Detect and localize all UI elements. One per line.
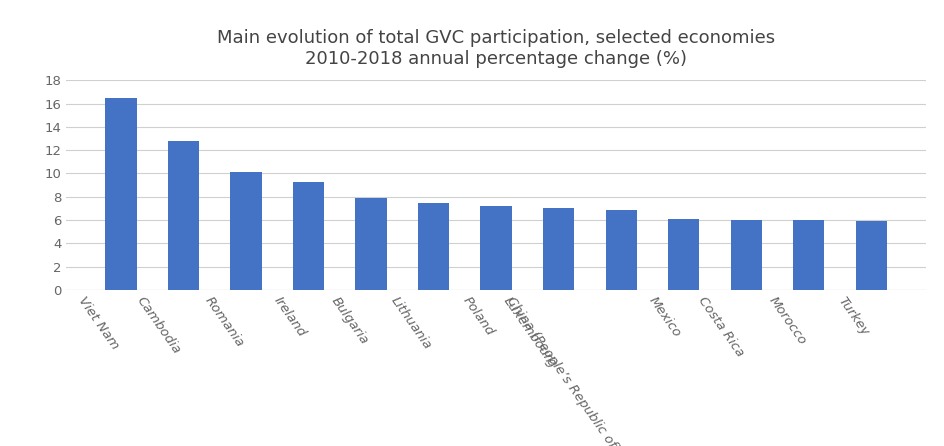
Bar	[605, 210, 636, 290]
Bar	[792, 220, 823, 290]
Title: Main evolution of total GVC participation, selected economies
2010-2018 annual p: Main evolution of total GVC participatio…	[217, 29, 774, 68]
Bar	[730, 220, 761, 290]
Bar	[230, 172, 261, 290]
Bar	[543, 208, 574, 290]
Bar	[667, 219, 699, 290]
Bar	[480, 206, 512, 290]
Bar	[168, 141, 199, 290]
Bar	[293, 182, 324, 290]
Bar	[355, 198, 386, 290]
Bar	[417, 202, 448, 290]
Bar	[105, 98, 136, 290]
Bar	[855, 221, 886, 290]
